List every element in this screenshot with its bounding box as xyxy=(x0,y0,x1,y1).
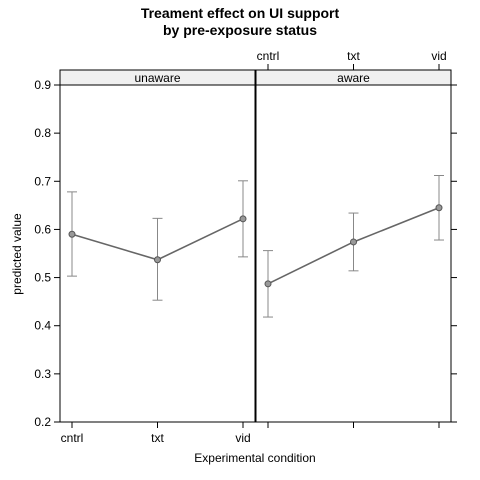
chart-title-line-1: Treament effect on UI support xyxy=(141,5,340,21)
y-tick-label-0.9: 0.9 xyxy=(34,78,51,92)
x-tick-label-top-vid: vid xyxy=(431,49,446,63)
x-tick-label-bottom-cntrl: cntrl xyxy=(61,431,84,445)
x-tick-label-top-cntrl: cntrl xyxy=(257,49,280,63)
chart-title-line-2: by pre-exposure status xyxy=(163,22,317,38)
panel-strip-label-2: aware xyxy=(337,71,370,85)
y-tick-label-0.7: 0.7 xyxy=(34,174,51,188)
y-tick-label-0.3: 0.3 xyxy=(34,367,51,381)
data-point-unaware-vid xyxy=(239,215,247,223)
data-point-unaware-cntrl xyxy=(68,230,76,238)
y-tick-label-0.6: 0.6 xyxy=(34,222,51,236)
y-tick-label-0.5: 0.5 xyxy=(34,271,51,285)
x-tick-label-top-txt: txt xyxy=(347,49,360,63)
y-tick-label-0.2: 0.2 xyxy=(34,415,51,429)
data-point-aware-cntrl xyxy=(264,280,272,288)
plot-area: unaware aware cntrl cntrl txt txt vid vid 0.2 0.3… xyxy=(34,49,457,445)
x-tick-label-bottom-vid: vid xyxy=(235,431,250,445)
data-point-aware-vid xyxy=(435,204,443,212)
data-point-unaware-txt xyxy=(154,256,161,264)
x-tick-label-bottom-txt: txt xyxy=(151,431,164,445)
y-axis-label: predicted value xyxy=(10,213,24,295)
y-tick-label-0.4: 0.4 xyxy=(34,319,51,333)
y-tick-label-0.8: 0.8 xyxy=(34,126,51,140)
x-axis-label: Experimental condition xyxy=(194,451,315,465)
data-point-aware-txt xyxy=(350,238,357,246)
panel-strip-label-1: unaware xyxy=(134,71,180,85)
